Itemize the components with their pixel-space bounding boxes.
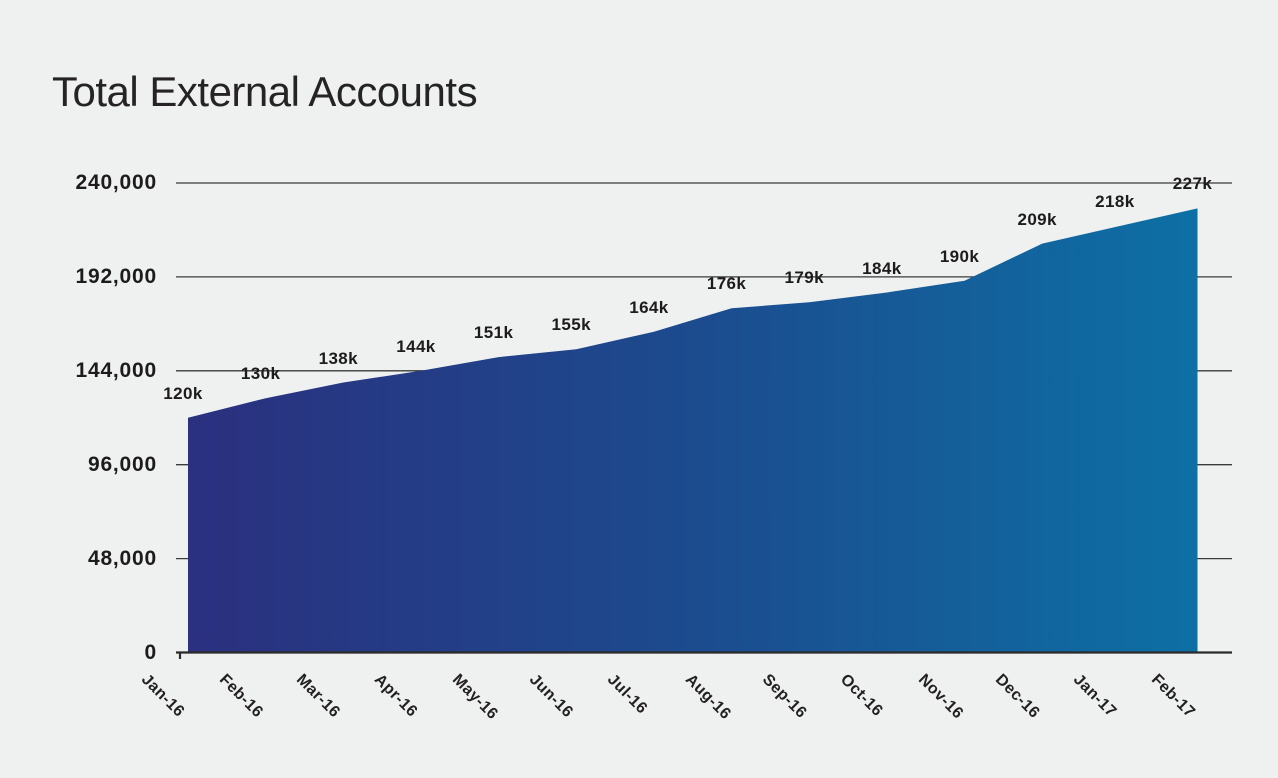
area-series [188, 208, 1198, 653]
data-point-label: 227k [1172, 174, 1213, 194]
data-point-label: 164k [629, 297, 669, 317]
data-point-label: 176k [706, 274, 747, 294]
data-point-label: 151k [473, 323, 514, 343]
y-axis-tick-label: 48,000 [87, 546, 157, 570]
y-axis-tick-label: 144,000 [75, 358, 157, 382]
data-point-label: 209k [1017, 209, 1057, 229]
data-point-label: 120k [163, 383, 203, 403]
chart-title: Total External Accounts [52, 68, 478, 115]
data-point-label: 130k [240, 364, 281, 384]
y-axis-tick-label: 192,000 [75, 264, 157, 288]
data-point-label: 179k [784, 268, 824, 288]
data-point-label: 155k [551, 315, 591, 335]
y-axis-tick-label: 240,000 [75, 171, 157, 194]
data-point-label: 190k [939, 246, 980, 266]
data-point-label: 184k [862, 258, 902, 278]
y-axis-tick-label: 96,000 [87, 452, 157, 476]
y-axis-tick-label: 0 [144, 640, 157, 664]
data-point-label: 144k [396, 336, 436, 356]
data-point-label: 138k [318, 348, 359, 368]
data-point-label: 218k [1095, 192, 1135, 212]
